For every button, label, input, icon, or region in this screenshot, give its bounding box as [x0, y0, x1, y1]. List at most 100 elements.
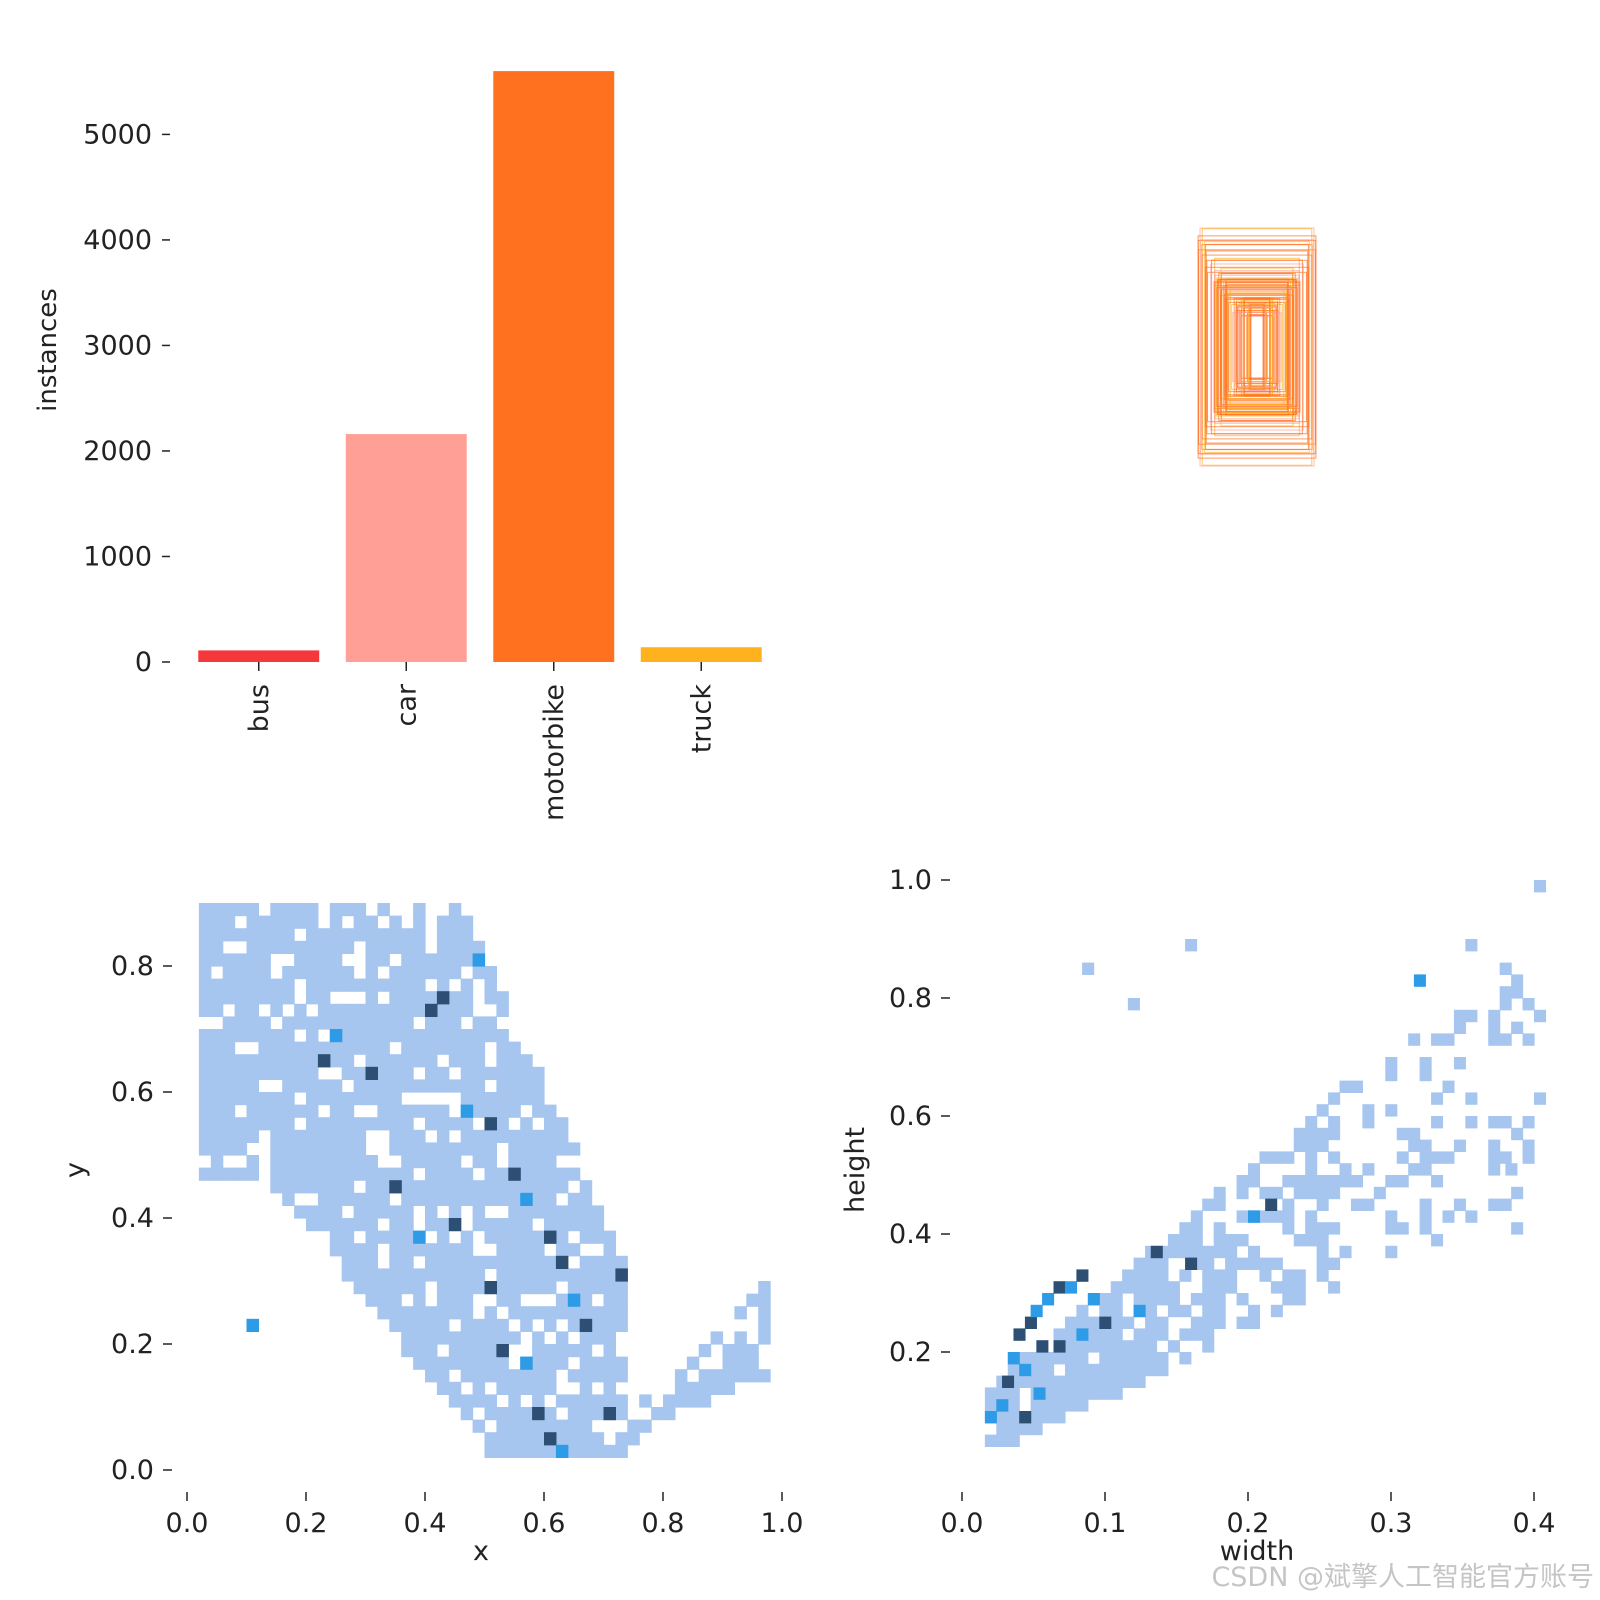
xy-cell — [270, 1092, 283, 1106]
xtick-label: 0.1 — [1084, 1508, 1127, 1539]
xy-cell — [377, 1180, 390, 1194]
xy-cell — [603, 1356, 616, 1370]
wh-cell — [1110, 1352, 1123, 1365]
wh-cell — [1213, 1222, 1226, 1235]
xy-cell — [734, 1344, 747, 1358]
xy-cell — [472, 1344, 486, 1358]
wh-cell — [1190, 1316, 1203, 1329]
xy-cell — [472, 1381, 486, 1395]
xy-cell — [353, 1129, 367, 1143]
xy-cell — [222, 953, 236, 967]
xy-cell — [436, 1369, 450, 1383]
xy-cell — [198, 940, 212, 954]
xy-cell — [591, 1205, 605, 1219]
xy-cell — [484, 1444, 497, 1458]
xy-cell — [436, 1255, 450, 1269]
wh-cell — [1133, 1340, 1146, 1353]
xy-cell — [496, 1192, 509, 1206]
xy-cell — [377, 1104, 390, 1118]
ytick-label: 0.2 — [889, 1337, 932, 1368]
wh-cell — [1087, 1316, 1100, 1329]
xy-cell — [436, 1167, 450, 1181]
wh-cell — [1133, 1363, 1146, 1377]
xy-cell — [377, 1192, 390, 1206]
xy-hot-cell — [329, 1029, 343, 1043]
xy-cell — [377, 1268, 390, 1282]
xy-cell — [389, 1255, 402, 1269]
xtick-label: 0.3 — [1370, 1508, 1413, 1539]
xy-cell — [484, 1167, 497, 1181]
xy-cell — [520, 1142, 533, 1156]
xy-cell — [508, 1066, 521, 1080]
xy-cell — [472, 1180, 486, 1194]
xy-cell — [389, 978, 402, 992]
xy-cell — [615, 1281, 628, 1295]
xy-cell — [496, 1243, 509, 1257]
wh-cell — [1293, 1127, 1306, 1141]
xy-cell — [579, 1394, 593, 1408]
xy-cell — [591, 1444, 605, 1458]
xy-cell — [401, 1142, 414, 1156]
wh-cell — [1293, 1234, 1306, 1247]
wh-cell — [1499, 986, 1512, 999]
xy-cell — [472, 1029, 486, 1043]
xy-cell — [353, 928, 367, 942]
wh-outlier-cell — [1534, 1009, 1547, 1023]
xy-cell — [567, 1142, 581, 1156]
wh-hot-cell — [1150, 1245, 1163, 1259]
wh-cell — [1053, 1352, 1066, 1365]
wh-cell — [1099, 1387, 1112, 1400]
xy-cell — [508, 1243, 521, 1257]
label-box-outline — [1246, 314, 1268, 380]
xy-cell — [448, 1394, 462, 1408]
ytick-label: 0.2 — [111, 1329, 154, 1360]
xy-cell — [579, 1180, 593, 1194]
xy-cell — [306, 1205, 319, 1219]
xy-cell — [365, 991, 378, 1005]
wh-cell — [1488, 1021, 1501, 1034]
wh-cell — [1190, 1245, 1203, 1259]
xy-cell — [210, 1092, 224, 1106]
xy-cell — [603, 1268, 616, 1282]
xy-cell — [579, 1281, 593, 1295]
wh-cell — [1316, 1257, 1329, 1270]
xy-cell — [222, 991, 236, 1005]
xy-cell — [341, 1129, 355, 1143]
xy-cell — [603, 1394, 616, 1408]
xy-hot-cell — [425, 1003, 438, 1017]
xy-cell — [353, 1016, 367, 1030]
wh-cell — [1042, 1411, 1055, 1424]
xy-cell — [615, 1394, 628, 1408]
bar-xtick-label: truck — [686, 684, 717, 754]
xy-cell — [401, 1155, 414, 1169]
xy-cell — [353, 1066, 367, 1080]
wh-cell — [1522, 1139, 1535, 1152]
wh-cell — [1248, 1163, 1261, 1176]
xy-cell — [698, 1394, 712, 1408]
xy-cell — [591, 1394, 605, 1408]
wh-cell — [1122, 1375, 1135, 1388]
xy-cell — [294, 1205, 307, 1219]
xy-cell — [222, 915, 236, 929]
xy-cell — [389, 1066, 402, 1080]
xy-cell — [436, 1066, 450, 1080]
xy-cell — [460, 1066, 474, 1080]
xy-cell — [401, 940, 414, 954]
xy-cell — [210, 1029, 224, 1043]
xy-cell — [317, 1180, 331, 1194]
wh-cell — [1167, 1281, 1180, 1294]
wh-cell — [1282, 1198, 1295, 1211]
xy-cell — [508, 1419, 521, 1433]
wh-cell — [1442, 1080, 1455, 1093]
xy-cell — [484, 1306, 497, 1320]
xy-cell — [663, 1407, 676, 1421]
bar-xtick-label: motorbike — [539, 684, 570, 821]
xy-cell — [222, 1117, 236, 1131]
xy-cell — [294, 940, 307, 954]
xy-hot-cell — [532, 1407, 545, 1421]
xy-cell — [758, 1281, 771, 1295]
xy-cell — [365, 1092, 378, 1106]
xy-cell — [567, 1243, 581, 1257]
xy-cell — [460, 1318, 474, 1332]
wh-cell — [1431, 1033, 1444, 1046]
